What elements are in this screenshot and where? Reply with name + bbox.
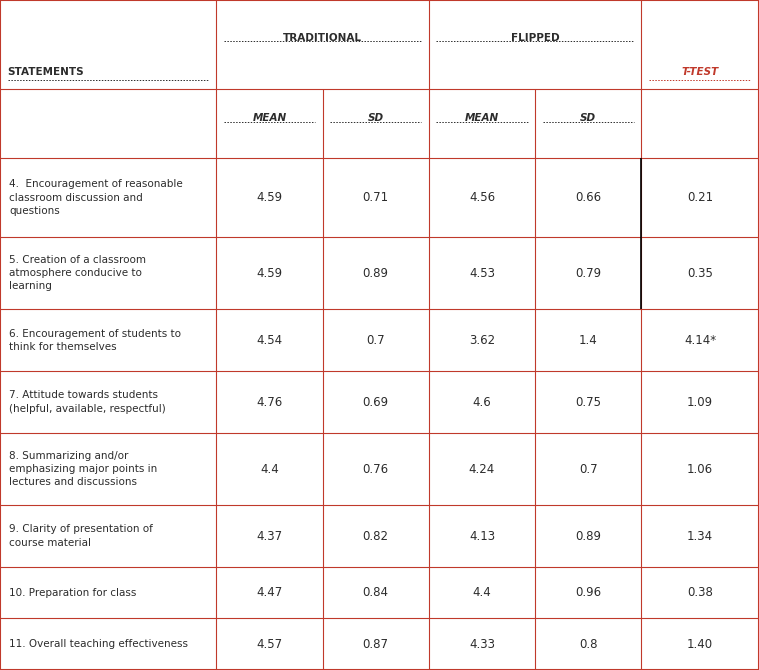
- Text: 0.38: 0.38: [687, 586, 713, 599]
- Text: 4.14*: 4.14*: [684, 334, 716, 346]
- Text: 0.89: 0.89: [363, 267, 389, 279]
- Text: 4.76: 4.76: [257, 395, 282, 409]
- Text: 3.62: 3.62: [469, 334, 495, 346]
- Text: 4.37: 4.37: [257, 529, 282, 543]
- Text: 4.54: 4.54: [257, 334, 282, 346]
- Text: 4.56: 4.56: [469, 191, 495, 204]
- Text: 0.82: 0.82: [363, 529, 389, 543]
- Text: 11. Overall teaching effectiveness: 11. Overall teaching effectiveness: [9, 639, 188, 649]
- Text: 10. Preparation for class: 10. Preparation for class: [9, 588, 137, 598]
- Text: 0.79: 0.79: [575, 267, 601, 279]
- Text: 0.66: 0.66: [575, 191, 601, 204]
- Text: STATEMENTS: STATEMENTS: [8, 67, 84, 77]
- Text: 0.8: 0.8: [579, 638, 597, 651]
- Text: 4.4: 4.4: [260, 462, 279, 476]
- Text: 0.35: 0.35: [687, 267, 713, 279]
- Text: 0.71: 0.71: [363, 191, 389, 204]
- Text: 4.  Encouragement of reasonable
classroom discussion and
questions: 4. Encouragement of reasonable classroom…: [9, 180, 183, 216]
- Text: 4.59: 4.59: [257, 191, 282, 204]
- Text: 1.09: 1.09: [687, 395, 713, 409]
- Text: TRADITIONAL: TRADITIONAL: [283, 33, 362, 43]
- Text: 9. Clarity of presentation of
course material: 9. Clarity of presentation of course mat…: [9, 525, 153, 547]
- Text: SD: SD: [580, 113, 597, 123]
- Text: 0.87: 0.87: [363, 638, 389, 651]
- Text: 4.13: 4.13: [469, 529, 495, 543]
- Text: 1.4: 1.4: [579, 334, 597, 346]
- Text: 4.6: 4.6: [473, 395, 491, 409]
- Text: 1.40: 1.40: [687, 638, 713, 651]
- Text: 0.76: 0.76: [363, 462, 389, 476]
- Text: 4.24: 4.24: [469, 462, 495, 476]
- Text: 1.34: 1.34: [687, 529, 713, 543]
- Text: 4.57: 4.57: [257, 638, 282, 651]
- Text: MEAN: MEAN: [253, 113, 286, 123]
- Text: 0.89: 0.89: [575, 529, 601, 543]
- Text: 4.4: 4.4: [473, 586, 491, 599]
- Text: 8. Summarizing and/or
emphasizing major points in
lectures and discussions: 8. Summarizing and/or emphasizing major …: [9, 451, 157, 487]
- Text: MEAN: MEAN: [465, 113, 499, 123]
- Text: 0.84: 0.84: [363, 586, 389, 599]
- Text: 0.69: 0.69: [363, 395, 389, 409]
- Text: 5. Creation of a classroom
atmosphere conducive to
learning: 5. Creation of a classroom atmosphere co…: [9, 255, 146, 291]
- Text: 0.7: 0.7: [579, 462, 597, 476]
- Text: 0.75: 0.75: [575, 395, 601, 409]
- Text: 4.59: 4.59: [257, 267, 282, 279]
- Text: 0.21: 0.21: [687, 191, 713, 204]
- Text: 0.96: 0.96: [575, 586, 601, 599]
- Text: SD: SD: [367, 113, 384, 123]
- Text: 7. Attitude towards students
(helpful, available, respectful): 7. Attitude towards students (helpful, a…: [9, 391, 166, 413]
- Text: 4.47: 4.47: [257, 586, 282, 599]
- Text: 1.06: 1.06: [687, 462, 713, 476]
- Text: 0.7: 0.7: [367, 334, 385, 346]
- Text: FLIPPED: FLIPPED: [511, 33, 559, 43]
- Text: 6. Encouragement of students to
think for themselves: 6. Encouragement of students to think fo…: [9, 328, 181, 352]
- Text: 4.53: 4.53: [469, 267, 495, 279]
- Text: T-TEST: T-TEST: [682, 67, 719, 77]
- Text: 4.33: 4.33: [469, 638, 495, 651]
